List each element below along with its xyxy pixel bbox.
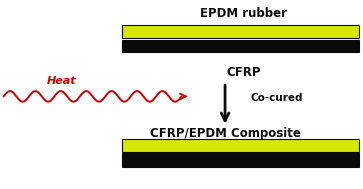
Bar <box>122 40 359 52</box>
Text: Heat: Heat <box>47 76 77 86</box>
Bar <box>122 153 359 167</box>
Text: Co-cured: Co-cured <box>250 93 303 103</box>
Bar <box>122 25 359 38</box>
Bar <box>122 139 359 152</box>
Text: CFRP: CFRP <box>226 66 261 79</box>
Text: CFRP/EPDM Composite: CFRP/EPDM Composite <box>150 127 301 140</box>
Text: EPDM rubber: EPDM rubber <box>200 7 287 20</box>
